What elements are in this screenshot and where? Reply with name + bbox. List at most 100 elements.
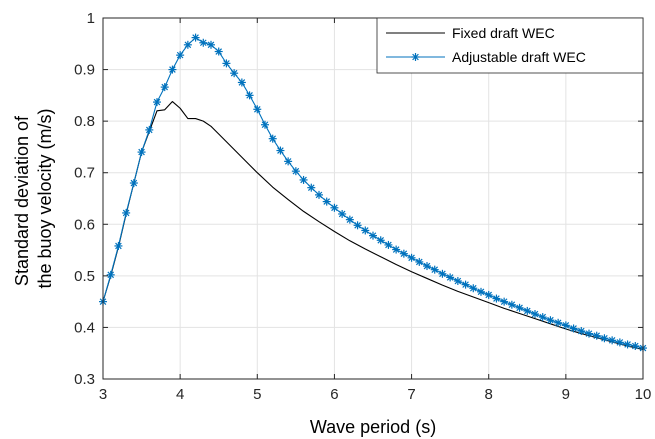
data-point-marker <box>291 167 300 176</box>
data-point-marker <box>160 83 169 92</box>
data-point-marker <box>430 265 439 274</box>
data-point-marker <box>222 59 231 68</box>
data-point-marker <box>299 175 308 184</box>
y-tick-label: 0.3 <box>74 371 95 388</box>
data-point-marker <box>253 105 262 114</box>
legend-box <box>376 17 644 74</box>
data-point-marker <box>600 334 609 343</box>
data-point-marker <box>477 287 485 296</box>
plot-frame <box>102 17 644 380</box>
legend-marker-adjustable <box>411 53 420 61</box>
data-point-marker <box>353 221 362 230</box>
y-tick-label: 1 <box>87 10 95 27</box>
data-point-marker <box>608 336 617 345</box>
data-point-marker <box>446 273 455 282</box>
data-point-marker <box>307 183 316 192</box>
data-point-marker <box>322 197 331 206</box>
data-point-marker <box>392 245 401 254</box>
data-point-marker <box>492 294 501 303</box>
x-tick-label: 9 <box>562 386 570 403</box>
x-tick-label: 6 <box>330 386 338 403</box>
data-point-marker <box>183 40 192 49</box>
x-tick-label: 4 <box>176 386 184 403</box>
data-point-marker <box>114 241 123 250</box>
data-point-marker <box>237 78 246 87</box>
data-point-marker <box>106 270 115 279</box>
data-point-marker <box>407 253 416 262</box>
data-point-marker <box>507 300 516 309</box>
data-point-marker <box>261 120 269 129</box>
y-tick-label: 0.9 <box>74 62 95 79</box>
x-axis-label: Wave period (s) <box>310 417 436 437</box>
data-point-marker <box>615 338 624 347</box>
y-tick-label: 0.6 <box>74 216 95 233</box>
data-point-marker <box>176 51 185 60</box>
data-point-marker <box>531 310 539 319</box>
data-point-marker <box>384 240 393 249</box>
y-axis-label-line-2: the buoy velocity (m/s) <box>35 108 55 288</box>
y-tick-label: 0.4 <box>74 319 95 336</box>
data-point-marker <box>191 33 200 42</box>
data-point-marker <box>585 329 593 338</box>
data-point-marker <box>214 47 223 56</box>
x-tick-label: 10 <box>635 386 652 403</box>
y-tick-label: 0.5 <box>74 268 95 285</box>
legend-label-fixed: Fixed draft WEC <box>452 25 555 41</box>
data-point-marker <box>538 313 547 322</box>
x-tick-label: 5 <box>253 386 261 403</box>
data-point-marker <box>453 277 462 286</box>
legend-asterisk <box>411 53 420 61</box>
data-point-marker <box>623 340 632 349</box>
data-point-marker <box>345 215 354 224</box>
data-point-marker <box>438 269 447 278</box>
data-point-marker <box>523 306 532 315</box>
legend-label-adjustable: Adjustable draft WEC <box>452 49 586 65</box>
plot-background <box>103 18 643 379</box>
legend: Fixed draft WEC Adjustable draft WEC <box>376 17 644 74</box>
data-point-marker <box>276 146 285 155</box>
data-point-marker <box>561 321 570 330</box>
x-tick-label: 7 <box>407 386 415 403</box>
data-point-marker <box>245 91 254 100</box>
data-point-marker <box>515 303 524 312</box>
data-point-marker <box>129 179 138 188</box>
data-point-marker <box>554 318 563 327</box>
data-point-marker <box>315 190 323 199</box>
data-point-marker <box>330 203 339 212</box>
data-point-marker <box>268 134 277 143</box>
data-point-marker <box>361 226 370 235</box>
x-tick-label: 8 <box>485 386 493 403</box>
data-point-marker <box>153 98 161 107</box>
y-tick-label: 0.7 <box>74 165 95 182</box>
data-point-marker <box>631 341 640 350</box>
y-tick-label: 0.8 <box>74 113 95 130</box>
data-point-marker <box>484 290 493 299</box>
y-axis-label-line-1: Standard deviation of <box>12 115 32 286</box>
data-point-marker <box>569 324 578 333</box>
data-point-marker <box>461 280 470 289</box>
tick-labels: 3 4 5 6 7 8 9 10 0.3 0.4 0.5 0.6 0.7 0.8 0.9 1 <box>74 10 651 403</box>
data-point-marker <box>399 249 408 258</box>
data-point-marker <box>145 125 154 134</box>
data-point-marker <box>592 331 601 340</box>
data-point-marker <box>284 157 293 166</box>
data-point-marker <box>469 284 478 293</box>
y-axis-label: Standard deviation of the buoy velocity … <box>12 108 55 288</box>
data-point-marker <box>230 69 239 78</box>
data-point-marker <box>577 327 586 336</box>
data-point-marker <box>199 38 208 47</box>
data-point-marker <box>546 316 555 325</box>
data-point-marker <box>137 148 146 157</box>
data-point-marker <box>500 297 509 306</box>
x-tick-label: 3 <box>99 386 107 403</box>
data-point-marker <box>415 257 424 266</box>
data-point-marker <box>122 208 131 217</box>
data-point-marker <box>168 65 177 74</box>
series-line-0 <box>102 101 644 351</box>
data-point-marker <box>369 231 377 240</box>
data-point-marker <box>338 209 347 218</box>
data-point-marker <box>376 236 385 245</box>
data-point-marker <box>423 262 431 271</box>
data-point-marker <box>207 40 215 49</box>
